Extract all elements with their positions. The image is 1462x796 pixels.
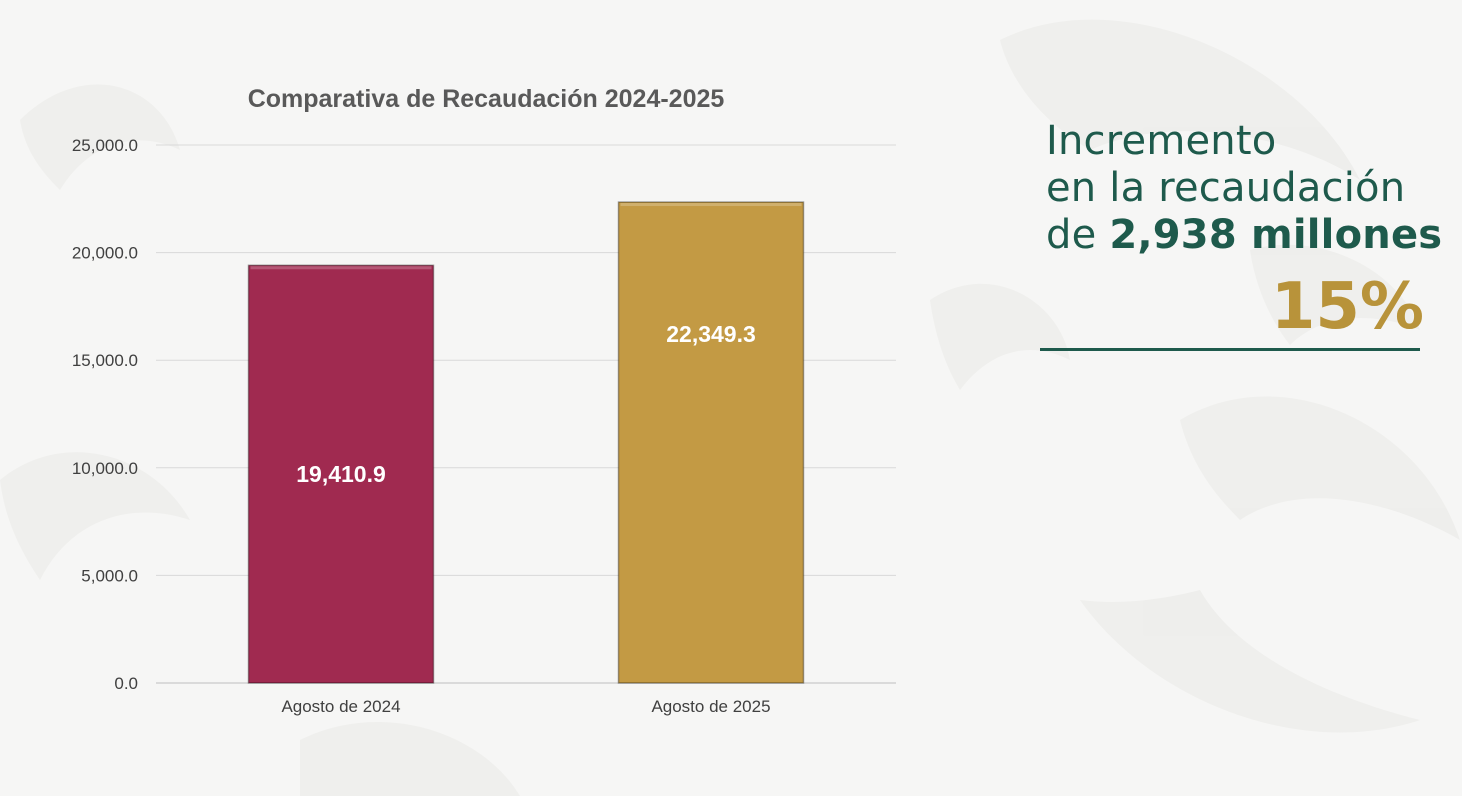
callout-amount: 2,938 millones <box>1109 212 1443 258</box>
divider-line <box>1040 348 1420 351</box>
y-tick-label: 25,000.0 <box>72 136 138 155</box>
y-axis-ticks: 0.0 5,000.0 10,000.0 15,000.0 20,000.0 25,000… <box>72 136 138 693</box>
y-tick-label: 15,000.0 <box>72 351 138 370</box>
y-tick-label: 5,000.0 <box>81 566 138 585</box>
callout-line-3: de 2,938 millones <box>1046 212 1442 259</box>
x-category-label: Agosto de 2024 <box>281 697 400 716</box>
y-tick-label: 10,000.0 <box>72 459 138 478</box>
data-label: 19,410.9 <box>296 461 386 487</box>
y-tick-label: 0.0 <box>114 674 138 693</box>
bar <box>247 264 435 684</box>
data-labels: 19,410.9 22,349.3 <box>296 321 756 487</box>
chart-title: Comparativa de Recaudación 2024-2025 <box>248 85 725 113</box>
bar-highlight <box>250 266 432 270</box>
x-category-label: Agosto de 2025 <box>651 697 770 716</box>
bars <box>247 201 805 684</box>
callout-prefix: de <box>1046 212 1110 258</box>
bar-highlight <box>620 203 802 207</box>
callout-line-2: en la recaudación <box>1046 165 1406 211</box>
y-tick-label: 20,000.0 <box>72 244 138 263</box>
increase-callout: Incremento en la recaudación de 2,938 mi… <box>1046 118 1442 259</box>
data-label: 22,349.3 <box>666 321 756 347</box>
x-axis-categories: Agosto de 2024 Agosto de 2025 <box>281 697 770 716</box>
bar <box>617 201 805 684</box>
callout-line-1: Incremento <box>1046 118 1277 164</box>
increase-percent: 15% <box>1270 270 1424 344</box>
